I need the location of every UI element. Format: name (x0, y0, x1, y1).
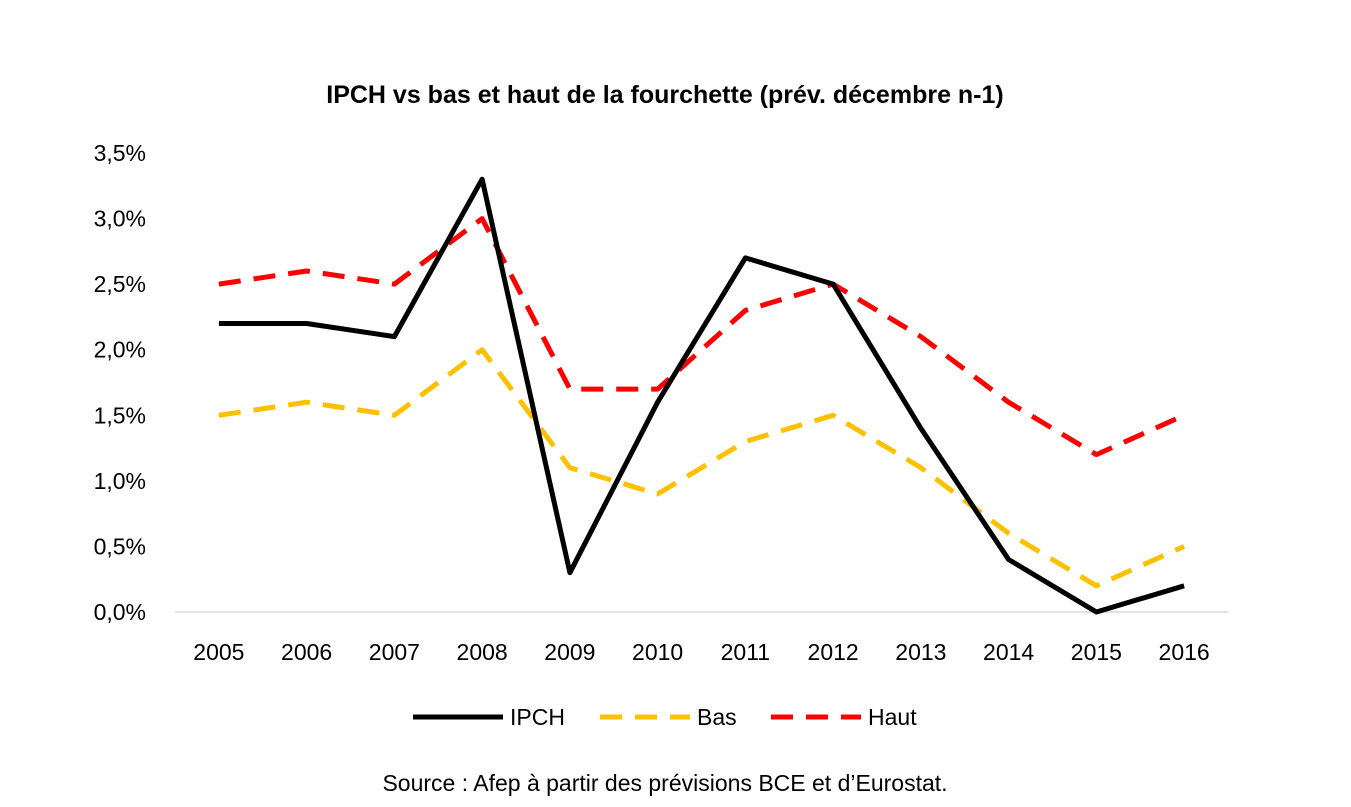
legend: IPCH Bas Haut (413, 704, 917, 730)
y-axis-labels: 0,0% 0,5% 1,0% 1,5% 2,0% 2,5% 3,0% 3,5% (94, 140, 146, 625)
y-tick-label: 3,0% (94, 206, 146, 232)
series-line-ipch (218, 176, 1185, 615)
y-tick-label: 2,5% (94, 271, 146, 297)
chart-title: IPCH vs bas et haut de la fourchette (pr… (326, 81, 1004, 109)
legend-label-haut: Haut (868, 704, 917, 730)
legend-label-ipch: IPCH (510, 704, 565, 730)
x-tick-label: 2007 (369, 639, 420, 665)
series-line-haut (218, 216, 1186, 458)
series-line-bas (218, 347, 1186, 589)
x-tick-label: 2008 (457, 639, 508, 665)
y-tick-label: 0,5% (94, 533, 146, 559)
x-tick-label: 2016 (1159, 639, 1210, 665)
y-tick-label: 3,5% (94, 140, 146, 166)
x-axis-labels: 2005 2006 2007 2008 2009 2010 2011 2012 2013 2014… (193, 639, 1209, 665)
x-tick-label: 2005 (193, 639, 244, 665)
legend-label-bas: Bas (697, 704, 737, 730)
x-tick-label: 2011 (721, 639, 770, 665)
x-tick-label: 2006 (281, 639, 332, 665)
series-lines (218, 176, 1186, 615)
source-note: Source : Afep à partir des prévisions BC… (382, 770, 947, 796)
x-tick-label: 2013 (895, 639, 946, 665)
y-tick-label: 1,0% (94, 468, 146, 494)
x-tick-label: 2014 (983, 639, 1034, 665)
x-tick-label: 2015 (1071, 639, 1122, 665)
x-tick-label: 2010 (632, 639, 683, 665)
y-tick-label: 1,5% (94, 402, 146, 428)
y-tick-label: 0,0% (94, 599, 146, 625)
x-tick-label: 2009 (544, 639, 595, 665)
y-tick-label: 2,0% (94, 337, 146, 363)
x-tick-label: 2012 (808, 639, 859, 665)
